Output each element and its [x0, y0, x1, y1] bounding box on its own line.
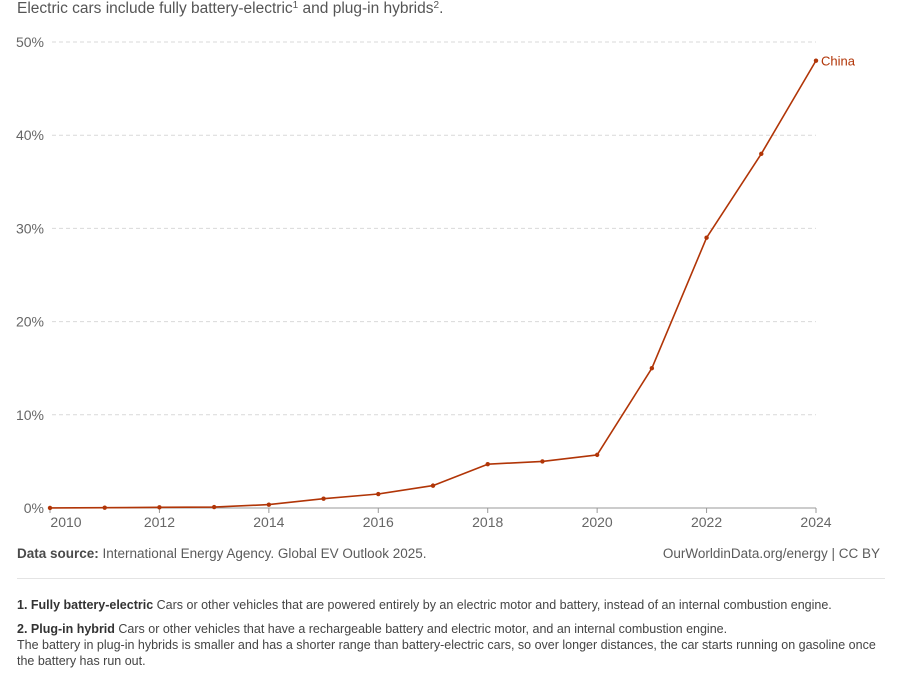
data-point[interactable]	[321, 496, 326, 501]
x-tick-label: 2022	[691, 514, 722, 530]
footnotes: 1. Fully battery-electric Cars or other …	[17, 597, 877, 677]
y-tick-label: 10%	[16, 407, 44, 423]
footnote-2: 2. Plug-in hybrid Cars or other vehicles…	[17, 622, 876, 668]
data-point[interactable]	[540, 459, 545, 464]
y-tick-label: 40%	[16, 127, 44, 143]
series-layer: China	[47, 54, 856, 511]
divider	[17, 578, 885, 579]
data-point[interactable]	[47, 505, 53, 511]
footnote-ref-2[interactable]: 2	[433, 0, 440, 11]
y-axis: 0% 10% 20% 30% 40% 50%	[16, 34, 44, 516]
data-source: Data source: International Energy Agency…	[17, 546, 427, 561]
line-chart: 0%10%20%30%40%50% 2010 2012 2014 2016 2018 20…	[16, 34, 856, 530]
data-point[interactable]	[376, 491, 381, 497]
x-tick-label: 2020	[582, 514, 613, 530]
y-tick-label: 50%	[16, 34, 44, 50]
data-point[interactable]	[266, 502, 272, 507]
data-point[interactable]	[211, 504, 217, 510]
data-point[interactable]	[759, 151, 764, 157]
x-tick-label: 2010	[50, 514, 81, 530]
data-point[interactable]	[430, 483, 436, 488]
source-row: Data source: International Energy Agency…	[17, 546, 880, 561]
series-line-china[interactable]	[49, 60, 817, 509]
x-tick-label: 2014	[253, 514, 284, 530]
series-label-china[interactable]: China	[821, 54, 856, 69]
y-tick-label: 30%	[16, 220, 44, 236]
data-point[interactable]	[813, 58, 819, 63]
x-tick-label: 2016	[363, 514, 394, 530]
data-point[interactable]	[485, 461, 490, 467]
gridlines	[50, 41, 816, 509]
data-point[interactable]	[157, 505, 162, 510]
x-tick-label: 2018	[472, 514, 503, 530]
data-point[interactable]	[594, 452, 600, 458]
y-tick-label: 20%	[16, 314, 44, 330]
footnote-ref-1[interactable]: 1	[292, 0, 299, 11]
x-axis: 2010 2012 2014 2016 2018 2020 2022 2024	[49, 508, 832, 530]
x-tick-label: 2024	[800, 514, 831, 530]
data-point[interactable]	[102, 505, 107, 510]
credit-link[interactable]: OurWorldinData.org/energy | CC BY	[662, 546, 880, 561]
data-point[interactable]	[704, 235, 709, 240]
footnote-1: 1. Fully battery-electric Cars or other …	[17, 598, 832, 612]
data-point[interactable]	[649, 366, 655, 371]
chart-subtitle: Electric cars include fully battery-elec…	[17, 0, 444, 17]
y-tick-label: 0%	[24, 500, 44, 516]
x-tick-label: 2012	[144, 514, 175, 530]
